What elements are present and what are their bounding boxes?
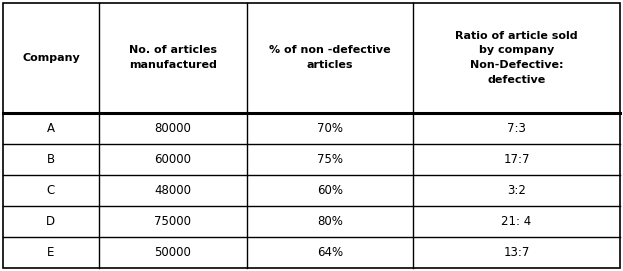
Text: Company: Company <box>22 53 80 63</box>
Text: 75000: 75000 <box>155 215 191 228</box>
Text: D: D <box>46 215 55 228</box>
Text: E: E <box>47 246 55 259</box>
Text: Ratio of article sold
by company
Non-Defective:
defective: Ratio of article sold by company Non-Def… <box>455 31 578 85</box>
Text: 48000: 48000 <box>155 184 191 197</box>
Text: 17:7: 17:7 <box>503 153 530 166</box>
Text: B: B <box>47 153 55 166</box>
Text: 70%: 70% <box>317 122 343 135</box>
Text: 50000: 50000 <box>155 246 191 259</box>
Text: C: C <box>47 184 55 197</box>
Text: 60%: 60% <box>317 184 343 197</box>
Text: 7:3: 7:3 <box>507 122 526 135</box>
Text: 75%: 75% <box>317 153 343 166</box>
Text: 80000: 80000 <box>155 122 191 135</box>
Text: No. of articles
manufactured: No. of articles manufactured <box>129 46 217 70</box>
Text: 60000: 60000 <box>155 153 191 166</box>
Text: 80%: 80% <box>317 215 343 228</box>
Text: A: A <box>47 122 55 135</box>
Text: % of non -defective
articles: % of non -defective articles <box>269 46 391 70</box>
Text: 21: 4: 21: 4 <box>502 215 531 228</box>
Text: 3:2: 3:2 <box>507 184 526 197</box>
Text: 13:7: 13:7 <box>503 246 530 259</box>
Text: 64%: 64% <box>317 246 343 259</box>
